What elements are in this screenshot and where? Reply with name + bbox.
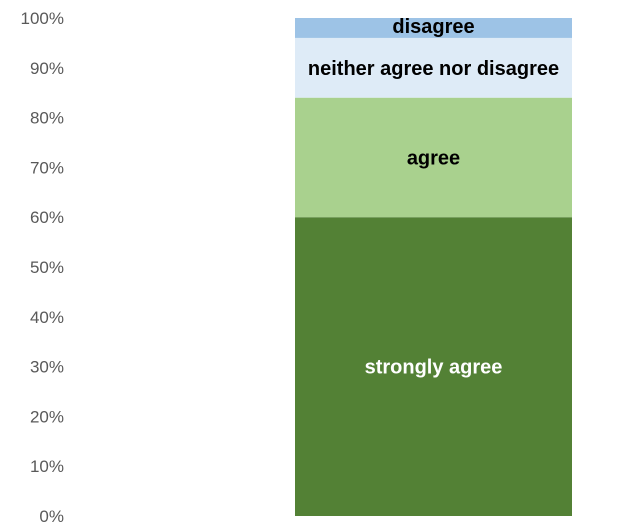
bar-segment-agree <box>295 97 572 218</box>
segment-labels: strongly agree agree neither agree nor dis… <box>308 16 559 379</box>
y-tick-label: 90% <box>30 59 64 78</box>
y-tick-label: 50% <box>30 258 64 277</box>
bar-segment-disagree <box>295 18 572 38</box>
y-tick-label: 100% <box>21 9 64 28</box>
y-tick-label: 0% <box>39 507 64 526</box>
y-tick-label: 10% <box>30 457 64 476</box>
y-tick-label: 20% <box>30 407 64 426</box>
bar-segment-neither-agree-nor-disagree <box>295 37 572 98</box>
y-tick-label: 70% <box>30 158 64 177</box>
segment-label-strongly-agree: strongly agree <box>365 357 503 379</box>
y-tick-label: 40% <box>30 308 64 327</box>
segment-label-disagree: disagree <box>392 16 474 38</box>
y-tick-label: 30% <box>30 358 64 377</box>
bar-stack <box>295 18 572 516</box>
y-tick-label: 80% <box>30 109 64 128</box>
bar-segment-strongly-agree <box>295 217 572 516</box>
segment-label-agree: agree <box>407 147 460 169</box>
segment-label-neither-agree-nor-disagree: neither agree nor disagree <box>308 58 559 80</box>
y-axis: 0% 10% 20% 30% 40% 50% 60% 70% 80% 90% 100% <box>21 9 64 526</box>
y-tick-label: 60% <box>30 208 64 227</box>
